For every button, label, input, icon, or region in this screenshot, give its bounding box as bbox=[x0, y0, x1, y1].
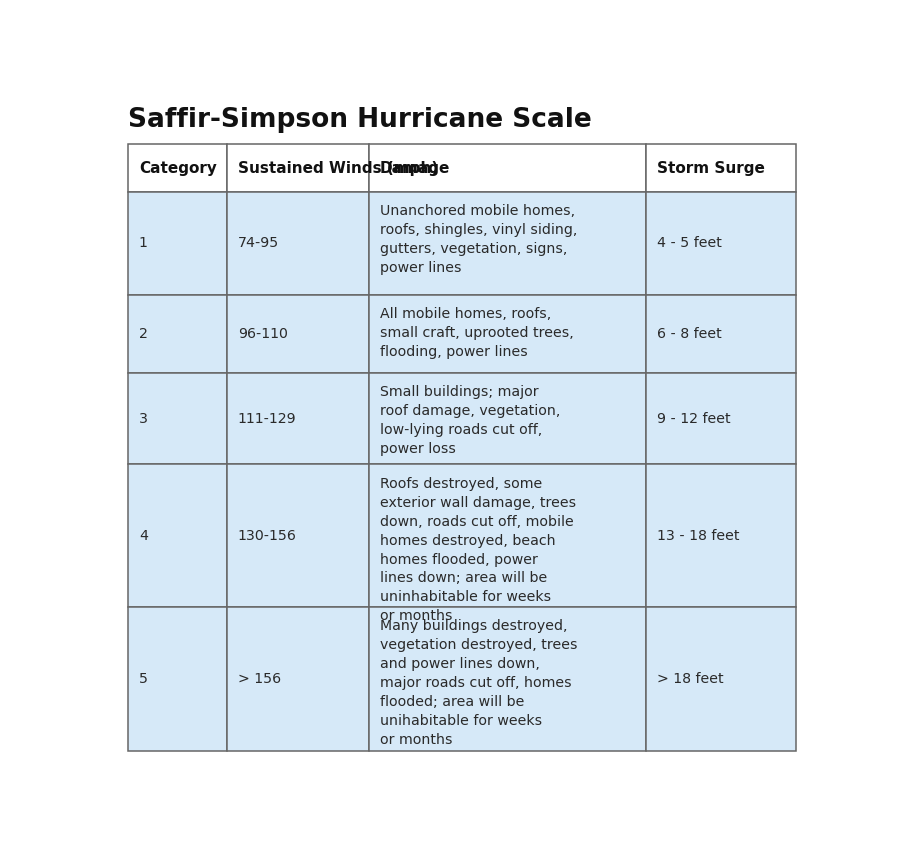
Bar bbox=[646, 145, 796, 192]
Bar bbox=[369, 373, 646, 465]
Text: 13 - 18 feet: 13 - 18 feet bbox=[657, 528, 740, 543]
Bar bbox=[227, 465, 369, 607]
Bar bbox=[128, 145, 227, 192]
Text: All mobile homes, roofs,
small craft, uprooted trees,
flooding, power lines: All mobile homes, roofs, small craft, up… bbox=[380, 307, 574, 359]
Bar bbox=[369, 192, 646, 294]
Text: 130-156: 130-156 bbox=[238, 528, 297, 543]
Text: 4: 4 bbox=[139, 528, 148, 543]
Bar bbox=[128, 373, 227, 465]
Bar bbox=[646, 607, 796, 751]
Bar bbox=[227, 192, 369, 294]
Bar bbox=[128, 465, 227, 607]
Text: > 156: > 156 bbox=[238, 672, 281, 686]
Bar bbox=[369, 145, 646, 192]
Text: Sustained Winds (mph): Sustained Winds (mph) bbox=[238, 161, 438, 176]
Text: Storm Surge: Storm Surge bbox=[657, 161, 765, 176]
Bar bbox=[646, 192, 796, 294]
Bar bbox=[646, 373, 796, 465]
Bar bbox=[646, 294, 796, 373]
Text: 111-129: 111-129 bbox=[238, 412, 296, 426]
Text: 4 - 5 feet: 4 - 5 feet bbox=[657, 237, 722, 250]
Text: 9 - 12 feet: 9 - 12 feet bbox=[657, 412, 731, 426]
Bar bbox=[227, 145, 369, 192]
Text: Saffir-Simpson Hurricane Scale: Saffir-Simpson Hurricane Scale bbox=[128, 107, 592, 133]
Bar bbox=[227, 294, 369, 373]
Bar bbox=[128, 607, 227, 751]
Text: 5: 5 bbox=[139, 672, 148, 686]
Text: 2: 2 bbox=[139, 327, 148, 341]
Text: 3: 3 bbox=[139, 412, 148, 426]
Text: Damage: Damage bbox=[380, 161, 450, 176]
Text: > 18 feet: > 18 feet bbox=[657, 672, 724, 686]
Bar bbox=[369, 294, 646, 373]
Bar bbox=[128, 294, 227, 373]
Text: Category: Category bbox=[139, 161, 217, 176]
Text: Roofs destroyed, some
exterior wall damage, trees
down, roads cut off, mobile
ho: Roofs destroyed, some exterior wall dama… bbox=[380, 477, 576, 624]
Bar bbox=[646, 465, 796, 607]
Text: 1: 1 bbox=[139, 237, 148, 250]
Bar bbox=[128, 192, 227, 294]
Bar bbox=[369, 607, 646, 751]
Bar bbox=[369, 465, 646, 607]
Text: 74-95: 74-95 bbox=[238, 237, 279, 250]
Text: Many buildings destroyed,
vegetation destroyed, trees
and power lines down,
majo: Many buildings destroyed, vegetation des… bbox=[380, 620, 578, 747]
Text: 96-110: 96-110 bbox=[238, 327, 288, 341]
Text: Small buildings; major
roof damage, vegetation,
low-lying roads cut off,
power l: Small buildings; major roof damage, vege… bbox=[380, 386, 561, 456]
Bar bbox=[227, 373, 369, 465]
Text: 6 - 8 feet: 6 - 8 feet bbox=[657, 327, 722, 341]
Text: Unanchored mobile homes,
roofs, shingles, vinyl siding,
gutters, vegetation, sig: Unanchored mobile homes, roofs, shingles… bbox=[380, 204, 578, 276]
Bar bbox=[227, 607, 369, 751]
